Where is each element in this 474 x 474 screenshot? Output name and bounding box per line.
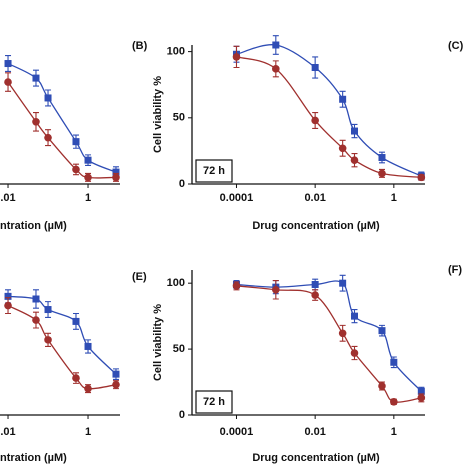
x-axis-label: ntration (µM) (0, 452, 67, 464)
marker (32, 74, 40, 82)
marker (32, 295, 40, 303)
fit-curve (236, 285, 422, 403)
marker (339, 279, 347, 287)
marker (350, 349, 359, 357)
panel-label: (F) (448, 264, 462, 276)
annotation-box (195, 390, 233, 414)
panel-label: (B) (132, 40, 148, 52)
fit-curve (7, 305, 117, 390)
y-tick-label: 0 (179, 178, 185, 190)
x-tick-label: 1 (85, 426, 91, 438)
marker (72, 317, 80, 325)
marker (338, 329, 347, 338)
marker (44, 133, 52, 142)
panel-label: (C) (448, 40, 464, 52)
marker (84, 173, 92, 182)
annotation-box (195, 159, 233, 183)
marker (311, 116, 319, 125)
marker (232, 282, 241, 290)
marker (44, 306, 52, 314)
y-tick-label: 50 (173, 343, 185, 355)
marker (311, 281, 319, 288)
marker (378, 154, 386, 162)
x-axis-label: ntration (µM) (0, 220, 67, 232)
annotation: 72 h (203, 396, 225, 408)
fit-curve (7, 62, 117, 173)
marker (32, 117, 40, 126)
fit-curve (7, 81, 116, 179)
y-axis-label: Cell viability % (152, 76, 164, 153)
panel-label: (E) (132, 271, 147, 283)
x-axis-label: Drug concentration (µM) (252, 452, 380, 464)
marker (232, 53, 241, 61)
marker (311, 291, 319, 299)
fit-curve (7, 295, 117, 375)
marker (272, 65, 280, 73)
marker (311, 64, 319, 72)
marker (32, 316, 40, 324)
fit-curve (236, 280, 422, 392)
marker (112, 370, 120, 378)
x-tick-label: .01 (0, 192, 15, 204)
x-axis-label: Drug concentration (µM) (252, 220, 380, 232)
x-tick-label: 0.0001 (220, 192, 254, 204)
marker (350, 312, 358, 320)
marker (72, 138, 80, 146)
x-tick-label: 1 (391, 426, 397, 438)
y-tick-label: 0 (179, 409, 185, 421)
marker (390, 398, 398, 406)
fit-curve (236, 56, 422, 179)
x-tick-label: 1 (391, 192, 397, 204)
marker (417, 394, 426, 402)
x-tick-label: 0.01 (304, 192, 325, 204)
marker (272, 41, 280, 49)
marker (72, 165, 80, 174)
marker (72, 374, 80, 382)
marker (44, 94, 52, 102)
x-tick-label: 1 (85, 192, 91, 204)
y-tick-label: 100 (167, 46, 185, 58)
marker (350, 127, 358, 135)
marker (112, 380, 120, 389)
marker (378, 169, 386, 178)
marker (44, 336, 52, 344)
y-axis-label: Cell viability % (152, 304, 164, 381)
fit-curve (236, 44, 422, 177)
y-tick-label: 50 (173, 112, 185, 124)
marker (4, 78, 12, 86)
marker (4, 301, 12, 310)
marker (84, 156, 92, 164)
marker (4, 292, 12, 300)
annotation: 72 h (203, 165, 225, 177)
marker (390, 358, 398, 366)
marker (417, 173, 426, 182)
marker (272, 285, 280, 294)
marker (84, 384, 92, 393)
y-tick-label: 100 (167, 277, 185, 289)
marker (112, 168, 120, 176)
marker (338, 144, 347, 153)
x-tick-label: 0.01 (304, 426, 325, 438)
marker (350, 156, 359, 164)
marker (4, 60, 12, 68)
marker (84, 342, 92, 350)
marker (339, 95, 347, 103)
marker (112, 173, 120, 182)
marker (378, 327, 386, 335)
marker (378, 382, 386, 390)
marker (417, 387, 425, 395)
x-tick-label: .01 (0, 426, 15, 438)
x-tick-label: 0.0001 (220, 426, 254, 438)
